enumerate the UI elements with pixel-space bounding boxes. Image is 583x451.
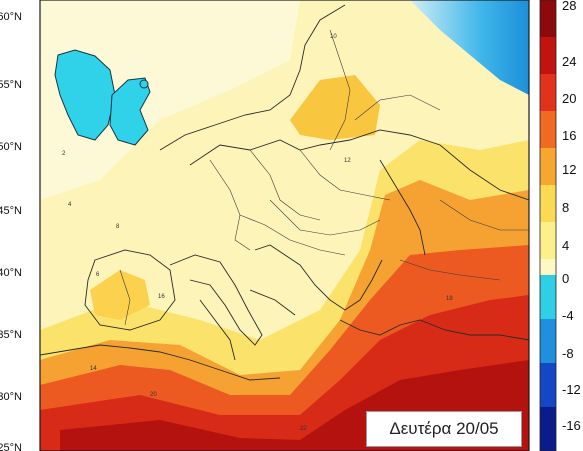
contour-label: 12 — [344, 158, 351, 164]
contour-label: 2 — [62, 151, 66, 157]
contour-label: 8 — [116, 224, 120, 230]
contour-label: 10 — [330, 34, 337, 40]
scale-label: 16 — [562, 128, 576, 143]
latitude-label: 55°N — [0, 79, 22, 91]
color-scale-bar — [539, 0, 557, 451]
scale-label: 20 — [562, 91, 576, 106]
latitude-label: 25°N — [0, 442, 22, 451]
latitude-label: 50°N — [0, 141, 22, 153]
scale-label: 24 — [562, 54, 576, 69]
contour-label: 16 — [158, 294, 165, 300]
contour-label: 4 — [68, 202, 72, 208]
scale-label: 28 — [562, 0, 576, 13]
scale-label: -8 — [562, 346, 574, 361]
country-borders — [119, 29, 529, 326]
latitude-label: 40°N — [0, 267, 22, 279]
contour-label: 22 — [300, 426, 307, 432]
contour-label: 20 — [150, 392, 157, 398]
latitude-label: 60°N — [0, 11, 22, 23]
latitude-label: 30°N — [0, 391, 22, 403]
contour-label: 14 — [90, 366, 97, 372]
scale-label: -4 — [562, 308, 574, 323]
latitude-label: 35°N — [0, 329, 22, 341]
scale-label: 12 — [562, 162, 576, 177]
contour-label: 6 — [96, 272, 100, 278]
date-label: Δευτέρα 20/05 — [366, 411, 522, 447]
contour-label: 18 — [446, 296, 453, 302]
scale-label: -16 — [562, 418, 581, 433]
scale-label: 8 — [562, 200, 569, 215]
scale-label: 4 — [562, 238, 569, 253]
map-border — [39, 0, 530, 451]
temperature-field — [40, 0, 529, 451]
latitude-label: 45°N — [0, 205, 22, 217]
scale-label: -12 — [562, 382, 581, 397]
scale-label: 0 — [562, 271, 569, 286]
date-label-text: Δευτέρα 20/05 — [389, 419, 499, 438]
